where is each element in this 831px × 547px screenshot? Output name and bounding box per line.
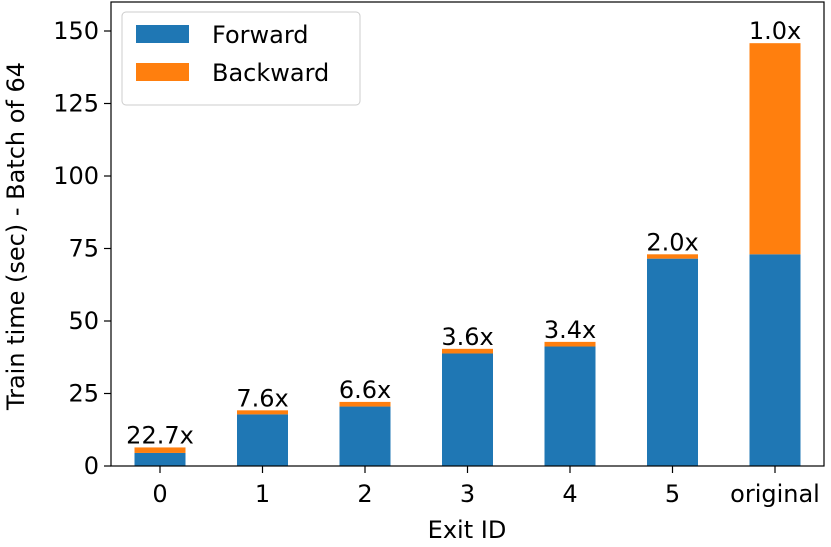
y-tick-label-0: 0 — [84, 452, 99, 480]
x-tick-label-1: 1 — [255, 480, 270, 508]
legend-label-forward: Forward — [212, 21, 309, 49]
bar-forward-1 — [237, 414, 288, 466]
bar-label-4: 3.4x — [544, 316, 596, 344]
bar-backward-3 — [442, 348, 493, 354]
bar-forward-5 — [647, 258, 698, 466]
bar-labels: 22.7x 7.6x 6.6x 3.6x 3.4x 2.0x 1.0x — [126, 17, 801, 449]
x-tick-label-3: 3 — [460, 480, 475, 508]
legend: Forward Backward — [121, 11, 361, 106]
y-tick-label-25: 25 — [68, 380, 99, 408]
y-tick-label-100: 100 — [53, 162, 99, 190]
bar-forward-2 — [339, 406, 391, 466]
legend-swatch-backward — [136, 63, 189, 81]
bar-backward-1 — [237, 410, 288, 415]
bar-label-5: 2.0x — [646, 228, 698, 256]
x-tick-label-4: 4 — [562, 480, 577, 508]
bar-backward-4 — [544, 341, 596, 347]
y-axis-title: Train time (sec) - Batch of 64 — [2, 62, 30, 411]
y-tick-label-75: 75 — [68, 235, 99, 263]
bar-backward-original — [749, 43, 801, 255]
legend-label-backward: Backward — [212, 59, 329, 87]
bar-forward-3 — [442, 353, 493, 466]
y-axis: 0 25 50 75 100 125 150 — [53, 17, 111, 480]
plot-frame — [110, 1, 825, 467]
bar-forward-0 — [134, 452, 186, 466]
x-tick-label-2: 2 — [357, 480, 372, 508]
bar-backward-0 — [134, 447, 186, 453]
bar-label-original: 1.0x — [749, 17, 801, 45]
y-tick-label-125: 125 — [53, 90, 99, 118]
bar-label-3: 3.6x — [441, 323, 493, 351]
x-tick-label-5: 5 — [665, 480, 680, 508]
x-tick-label-original: original — [730, 480, 820, 508]
y-tick-label-150: 150 — [53, 17, 99, 45]
legend-swatch-forward — [136, 25, 189, 43]
bars — [134, 43, 801, 466]
bar-backward-5 — [647, 254, 698, 259]
x-tick-label-0: 0 — [152, 480, 167, 508]
x-axis: 0 1 2 3 4 5 original — [152, 466, 820, 508]
bar-label-2: 6.6x — [339, 376, 391, 404]
bar-forward-4 — [544, 346, 596, 466]
x-axis-title: Exit ID — [428, 516, 507, 544]
bar-backward-2 — [339, 401, 391, 407]
bar-forward-original — [749, 254, 801, 466]
bar-label-0: 22.7x — [126, 421, 194, 449]
bar-label-1: 7.6x — [236, 384, 288, 412]
y-tick-label-50: 50 — [68, 307, 99, 335]
